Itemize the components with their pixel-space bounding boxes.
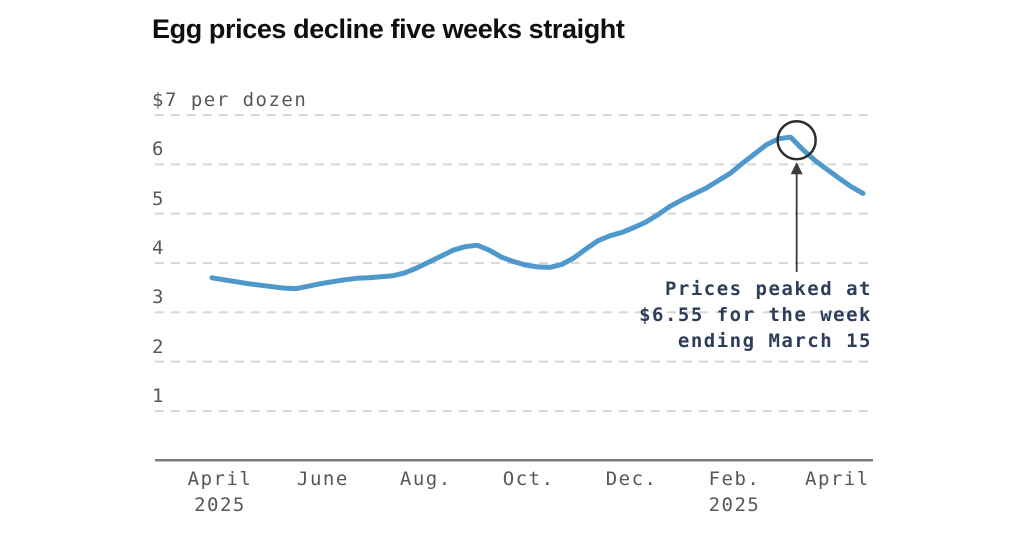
annotation-arrow-head: [790, 162, 803, 175]
y-axis-label: 6: [152, 138, 165, 161]
y-axis-label: 2: [152, 335, 165, 358]
y-axis-unit-label: $7 per dozen: [152, 88, 308, 111]
y-axis-label: 3: [152, 286, 165, 309]
x-axis-month: June: [297, 468, 349, 490]
annotation-line-1: Prices peaked at: [664, 278, 872, 300]
x-axis-month: April: [805, 468, 870, 490]
x-axis-month: Dec.: [605, 468, 658, 490]
peak-circle-annotation: [776, 119, 817, 161]
x-axis-year: 2025: [708, 494, 761, 516]
x-axis-month: Aug.: [399, 468, 452, 490]
x-axis-label: Feb. 2025: [709, 466, 761, 518]
x-axis-label: Oct.: [503, 466, 555, 492]
x-axis-month: April: [187, 468, 253, 490]
annotation-line-2: $6.55 for the week: [639, 304, 872, 326]
x-axis-year: 2025: [194, 494, 246, 516]
x-axis-month: Feb.: [708, 468, 761, 490]
x-axis-label: June: [297, 466, 349, 492]
y-axis-label: 1: [152, 384, 165, 407]
x-axis-label: Aug.: [400, 466, 452, 492]
chart-title: Egg prices decline five weeks straight: [152, 14, 625, 44]
annotation-text: Prices peaked at $6.55 for the week endi…: [639, 276, 872, 354]
x-axis-month: Oct.: [502, 468, 555, 490]
annotation-line-3: ending March 15: [677, 330, 872, 352]
price-line: [209, 134, 866, 292]
y-axis-label: 5: [152, 187, 165, 210]
x-axis-label: April 2025: [188, 466, 253, 518]
x-axis-label: April: [805, 466, 870, 492]
y-axis-label: 4: [152, 236, 165, 259]
x-axis-label: Dec.: [606, 466, 658, 492]
